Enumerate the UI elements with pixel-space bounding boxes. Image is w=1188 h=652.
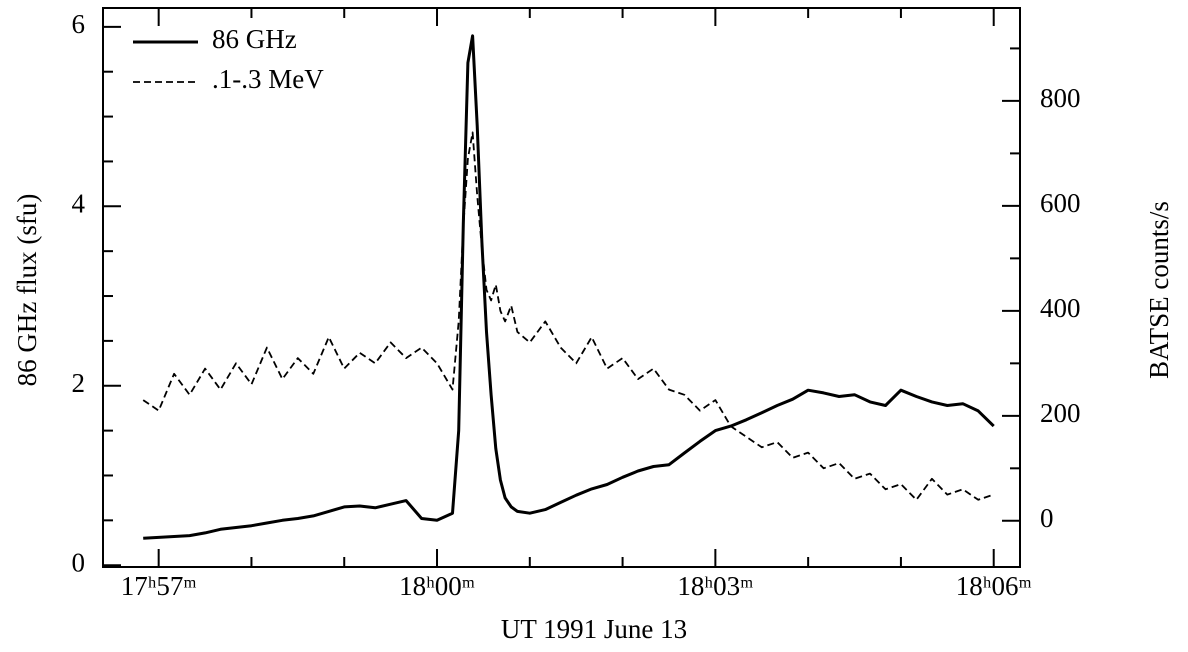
x-tick-label: 18ʰ06ᵐ: [956, 571, 1032, 601]
legend-label: 86 GHz: [212, 24, 297, 54]
y2-axis-label: BATSE counts/s: [1144, 201, 1174, 379]
series-line: [143, 34, 995, 540]
x-tick-label: 18ʰ00ᵐ: [399, 571, 475, 601]
legend-label: .1-.3 MeV: [212, 64, 324, 94]
x-tick-label: 18ʰ03ᵐ: [677, 571, 753, 601]
y2-tick-label: 800: [1040, 83, 1081, 113]
y2-tick-label: 600: [1040, 188, 1081, 218]
y-axis-label: 86 GHz flux (sfu): [12, 194, 42, 387]
y-tick-label: 6: [72, 9, 86, 39]
y-tick-label: 4: [72, 189, 86, 219]
y-tick-label: 0: [72, 547, 86, 577]
x-axis-label: UT 1991 June 13: [501, 614, 687, 644]
y2-tick-label: 400: [1040, 293, 1081, 323]
plot-frame: [102, 7, 1021, 568]
y2-tick-label: 200: [1040, 398, 1081, 428]
y2-tick-label: 0: [1040, 503, 1054, 533]
x-tick-label: 17ʰ57ᵐ: [121, 571, 197, 601]
y-tick-label: 2: [72, 368, 86, 398]
series-line: [142, 131, 994, 501]
